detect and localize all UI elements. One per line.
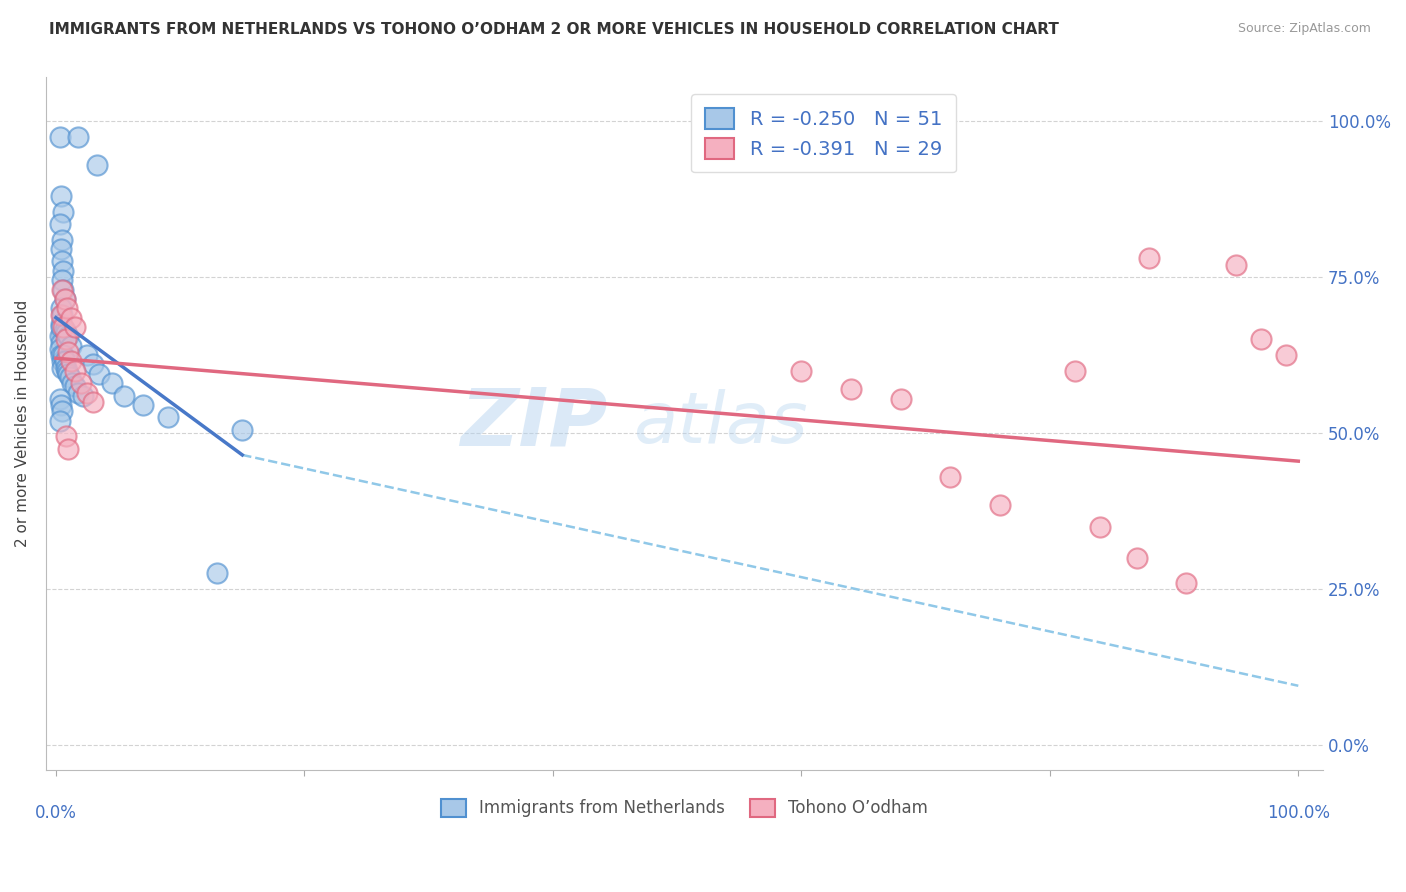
Point [48,342,70,356]
Point [51,283,73,297]
Point [51,404,73,418]
Point [63,379,86,393]
Point [51,254,73,268]
Point [1126,550,1149,565]
Point [55,333,77,347]
Point [63,364,86,378]
Point [58,370,80,384]
Point [49,308,72,322]
Point [156,410,179,425]
Point [231,423,253,437]
Point [49,335,72,350]
Point [63,320,86,334]
Point [49,320,72,334]
Point [53,292,76,306]
Point [51,273,73,287]
Y-axis label: 2 or more Vehicles in Household: 2 or more Vehicles in Household [15,300,30,548]
Point [59,339,82,353]
Point [48,414,70,428]
Point [58,345,80,359]
Point [82,358,104,372]
Point [51,308,73,322]
Point [58,442,80,456]
Point [890,392,912,406]
Point [76,385,98,400]
Point [55,360,77,375]
Point [56,301,79,316]
Point [55,429,77,443]
Point [207,566,229,581]
Point [1088,519,1111,533]
Point [49,242,72,256]
Point [112,389,135,403]
Point [53,323,76,337]
Point [82,395,104,409]
Point [60,376,83,391]
Point [56,364,79,378]
Point [49,348,72,362]
Point [1175,575,1198,590]
Point [67,385,90,400]
Point [790,364,813,378]
Point [48,129,70,144]
Point [69,376,91,391]
Point [67,129,90,144]
Point [59,310,82,325]
Point [1137,252,1160,266]
Point [76,348,98,362]
Point [49,317,72,331]
Point [51,354,73,368]
Text: 100.0%: 100.0% [1267,805,1330,822]
Point [52,348,75,362]
Text: atlas: atlas [634,389,808,458]
Point [86,158,108,172]
Text: Source: ZipAtlas.com: Source: ZipAtlas.com [1237,22,1371,36]
Point [52,264,75,278]
Legend: Immigrants from Netherlands, Tohono O’odham: Immigrants from Netherlands, Tohono O’od… [434,792,935,824]
Point [51,326,73,341]
Text: ZIP: ZIP [461,384,607,463]
Point [58,329,80,343]
Point [58,367,80,381]
Point [48,392,70,406]
Point [72,389,94,403]
Point [1063,364,1085,378]
Point [53,292,76,306]
Point [52,320,75,334]
Point [53,354,76,368]
Point [49,301,72,316]
Point [1275,348,1298,362]
Point [52,283,75,297]
Point [1250,333,1272,347]
Point [52,204,75,219]
Point [49,189,72,203]
Point [939,469,962,483]
Point [49,398,72,412]
Point [839,383,862,397]
Point [48,329,70,343]
Point [51,233,73,247]
Text: 0.0%: 0.0% [35,805,77,822]
Point [132,398,155,412]
Point [48,217,70,231]
Point [89,367,111,381]
Point [988,498,1011,512]
Point [101,376,124,391]
Point [1225,258,1247,272]
Point [55,326,77,341]
Text: IMMIGRANTS FROM NETHERLANDS VS TOHONO O’ODHAM 2 OR MORE VEHICLES IN HOUSEHOLD CO: IMMIGRANTS FROM NETHERLANDS VS TOHONO O’… [49,22,1059,37]
Point [51,360,73,375]
Point [59,354,82,368]
